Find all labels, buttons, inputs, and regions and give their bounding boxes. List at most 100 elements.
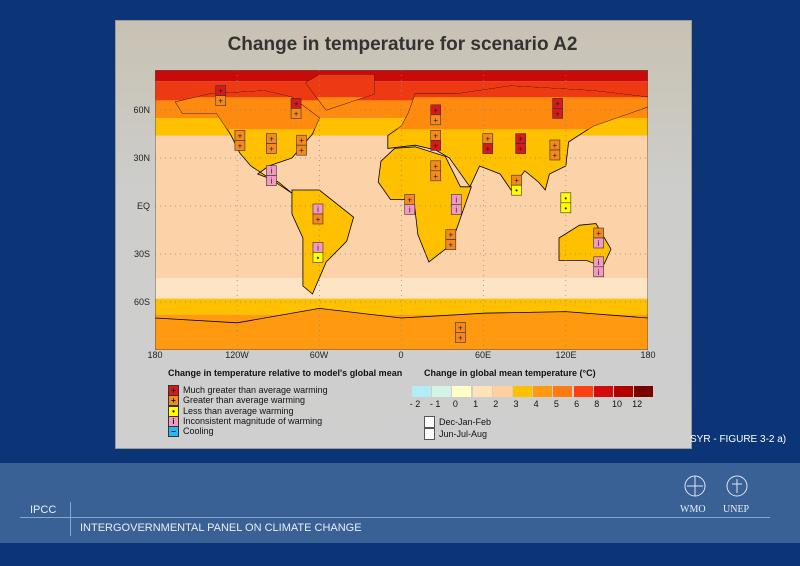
region-marker: ++ (515, 133, 526, 154)
colorbar-cell (533, 386, 553, 397)
colorbar-cell (593, 386, 613, 397)
symbol-glyph: + (448, 241, 453, 250)
colorbar-cell (634, 386, 654, 397)
region-marker: ii (593, 256, 605, 278)
symbol-glyph: • (564, 194, 567, 203)
unep-logo-icon (726, 475, 748, 497)
symbol-greater (296, 144, 307, 156)
symbol-glyph: i (409, 205, 411, 214)
region-marker: ++ (445, 229, 457, 250)
legend-item-much: + Much greater than average warming (168, 385, 328, 396)
symbol-glyph: + (238, 141, 243, 150)
symbol-glyph: + (218, 87, 223, 96)
colorbar-label: 1 (473, 399, 479, 409)
lat-tick: 30S (133, 249, 150, 259)
symbol-inconsistent (450, 204, 462, 215)
symbol-glyph: + (596, 229, 601, 238)
symbol-greater (266, 143, 277, 154)
region-marker: ++ (234, 130, 246, 151)
colorbar-title: Change in global mean temperature (°C) (424, 368, 596, 378)
symbol-glyph: + (433, 131, 438, 140)
symbol-greater (430, 170, 442, 182)
lat-tick: EQ (136, 201, 150, 211)
symbol-glyph: • (564, 204, 567, 213)
region-marker: i• (312, 242, 324, 263)
cooling-swatch-icon: − (168, 426, 179, 438)
symbol-inconsistent (266, 175, 277, 186)
symbol-less (312, 252, 324, 263)
symbol-greater (445, 239, 457, 250)
symbol-much (482, 143, 494, 154)
svg-text:UNEP: UNEP (723, 504, 750, 515)
legend-label: Inconsistent magnitude of warming (183, 415, 323, 426)
symbol-glyph: + (316, 215, 321, 224)
colorbar-label: 0 (452, 399, 458, 409)
legend-item-cooling: − Cooling (168, 426, 214, 438)
region-marker: ii (450, 194, 462, 215)
regional-legend-title: Change in temperature relative to model'… (168, 368, 403, 378)
lat-tick: 30N (133, 153, 150, 163)
symbol-glyph: + (269, 135, 274, 144)
wmo-logo-icon (684, 475, 706, 497)
white-box-icon (424, 428, 435, 440)
symbol-glyph: i (598, 258, 600, 267)
continent-south-america (291, 189, 355, 295)
symbol-greater (290, 108, 302, 119)
symbol-glyph: + (407, 195, 412, 204)
symbol-glyph: + (299, 146, 304, 155)
region-marker: ++ (455, 322, 466, 343)
symbol-inconsistent (593, 266, 605, 278)
colorbar-label: 4 (533, 399, 539, 409)
region-marker: +i (404, 194, 416, 215)
symbol-less (560, 202, 572, 214)
colorbar-cell (614, 386, 633, 397)
symbol-glyph: + (458, 323, 463, 332)
legend-label: Greater than average warming (183, 395, 306, 406)
symbol-glyph: + (299, 136, 304, 145)
symbol-greater (215, 95, 227, 106)
chart-title: Change in temperature for scenario A2 (227, 34, 578, 55)
colorbar-label: - 1 (429, 399, 441, 409)
symbol-greater (430, 114, 442, 126)
symbol-glyph: + (433, 141, 438, 150)
colorbar-cell (472, 386, 492, 397)
region-marker: ++ (430, 160, 442, 182)
symbol-glyph: + (433, 162, 438, 171)
symbol-less (511, 184, 522, 196)
svg-text:WMO: WMO (680, 504, 706, 515)
legend-item-greater: + Greater than average warming (168, 395, 306, 407)
symbol-glyph: + (555, 99, 560, 108)
colorbar-label: 8 (594, 399, 600, 409)
symbol-glyph: + (485, 135, 490, 144)
region-marker: ++ (266, 133, 277, 154)
symbol-glyph: • (515, 186, 518, 195)
legend-label: Less than average warming (183, 405, 294, 416)
colorbar-label: 2 (493, 399, 499, 409)
symbol-glyph: + (269, 145, 274, 154)
lat-tick: 60S (133, 297, 150, 307)
region-marker: •• (560, 192, 572, 214)
symbol-glyph: • (317, 253, 320, 262)
symbol-glyph: + (448, 231, 453, 240)
region-marker: ii (266, 165, 277, 186)
region-marker: ++ (430, 104, 442, 126)
symbol-glyph: + (553, 141, 558, 150)
colorbar-label: 3 (513, 399, 519, 409)
legend-label: Cooling (183, 426, 214, 437)
colorbar-cell (492, 386, 512, 397)
colorbar-cell (452, 386, 472, 397)
legend-label: Much greater than average warming (183, 385, 328, 395)
ipcc-short: IPCC (30, 504, 57, 516)
wmo-unep-logos: WMO UNEP (680, 475, 750, 515)
symbol-inconsistent (593, 237, 605, 249)
season-legend-djf: Dec-Jan-Feb (424, 416, 491, 428)
region-marker: +i (593, 227, 605, 249)
world-map: ++++++++++iii+i•+i++ii++++++++++ +++•••+i… (155, 70, 648, 350)
divider (20, 517, 770, 518)
lon-tick: 60E (474, 350, 491, 360)
symbol-glyph: i (455, 205, 457, 214)
region-marker: ++ (482, 133, 494, 154)
symbol-inconsistent (404, 204, 416, 215)
colorbar-label: 12 (632, 399, 643, 409)
region-marker: ++ (430, 130, 442, 151)
